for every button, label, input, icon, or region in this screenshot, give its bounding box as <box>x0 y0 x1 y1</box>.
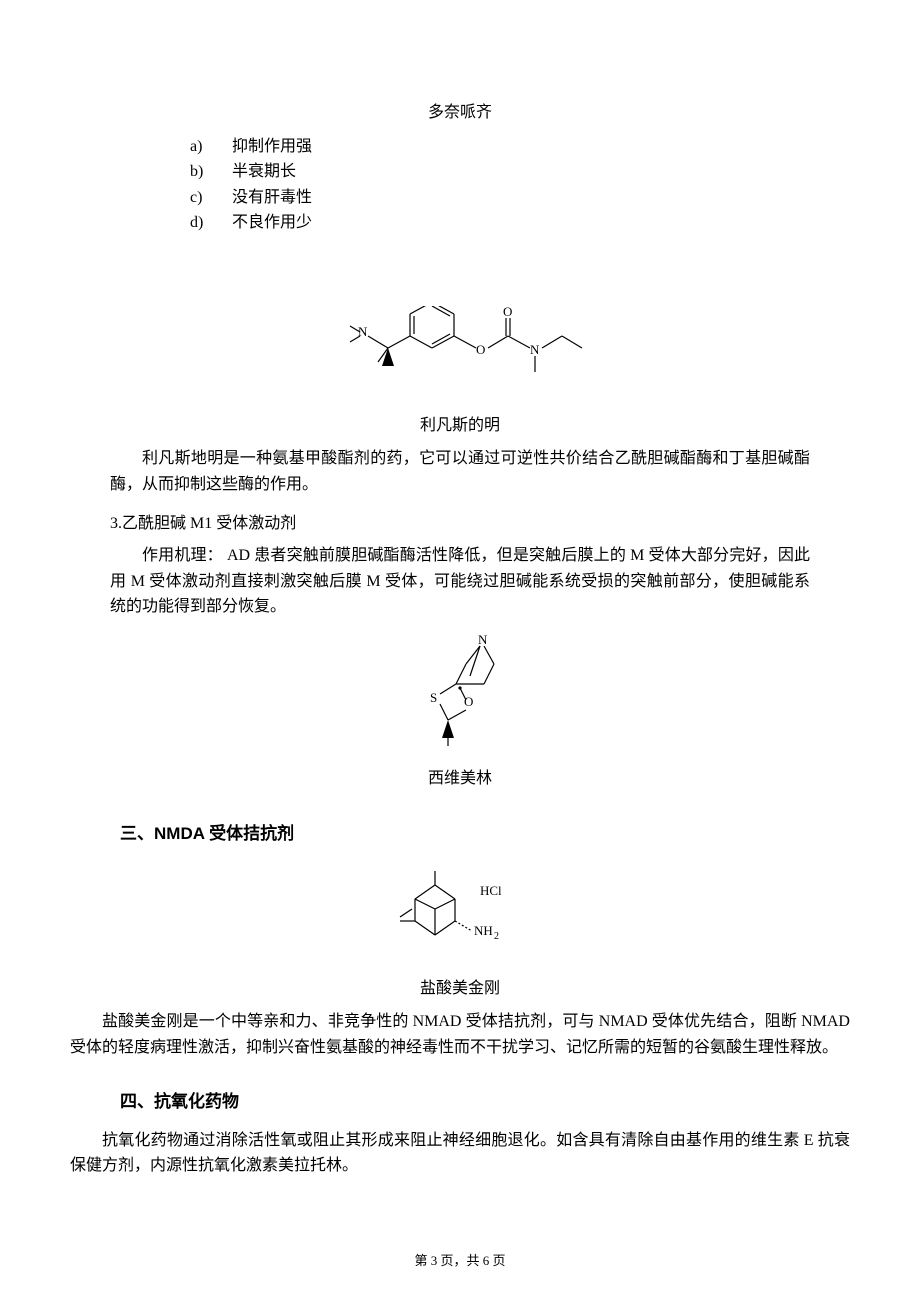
svg-text:S: S <box>430 690 437 705</box>
drug2-structure: N O <box>110 306 810 405</box>
section3-subhead: 3.乙酰胆碱 M1 受体激动剂 <box>110 511 810 537</box>
list-label: d) <box>190 210 214 236</box>
nmda-paragraph: 盐酸美金刚是一个中等亲和力、非竞争性的 NMAD 受体拮抗剂，可与 NMAD 受… <box>70 1009 850 1060</box>
nmda-section-head: 三、NMDA 受体拮抗剂 <box>120 820 810 847</box>
list-item: a) 抑制作用强 <box>190 134 810 160</box>
drug1-list: a) 抑制作用强 b) 半衰期长 c) 没有肝毒性 d) 不良作用少 <box>190 134 810 236</box>
page-footer: 第 3 页，共 6 页 <box>0 1251 920 1272</box>
svg-text:O: O <box>476 342 485 357</box>
memantine-structure-icon: NH 2 HCl <box>380 859 540 959</box>
list-text: 半衰期长 <box>232 159 296 185</box>
list-text: 没有肝毒性 <box>232 185 312 211</box>
svg-text:O: O <box>464 694 473 709</box>
list-label: a) <box>190 134 214 160</box>
list-text: 不良作用少 <box>232 210 312 236</box>
svg-text:2: 2 <box>494 931 499 942</box>
section3-caption: 西维美林 <box>110 766 810 792</box>
svg-text:N: N <box>478 632 488 647</box>
svg-text:NH: NH <box>474 923 493 938</box>
list-item: d) 不良作用少 <box>190 210 810 236</box>
svg-text:N: N <box>530 342 540 357</box>
list-text: 抑制作用强 <box>232 134 312 160</box>
list-label: b) <box>190 159 214 185</box>
rivastigmine-structure-icon: N O <box>310 306 610 396</box>
section3-structure: N S O <box>110 630 810 759</box>
svg-text:HCl: HCl <box>480 883 502 898</box>
nmda-structure: NH 2 HCl <box>110 859 810 968</box>
antiox-paragraph: 抗氧化药物通过消除活性氧或阻止其形成来阻止神经细胞退化。如含具有清除自由基作用的… <box>70 1128 850 1179</box>
document-page: 多奈哌齐 a) 抑制作用强 b) 半衰期长 c) 没有肝毒性 d) 不良作用少 … <box>0 0 920 1302</box>
drug2-paragraph: 利凡斯地明是一种氨基甲酸酯剂的药，它可以通过可逆性共价结合乙酰胆碱酯酶和丁基胆碱… <box>110 446 810 497</box>
nmda-caption: 盐酸美金刚 <box>110 976 810 1002</box>
list-item: b) 半衰期长 <box>190 159 810 185</box>
list-label: c) <box>190 185 214 211</box>
drug2-caption: 利凡斯的明 <box>110 413 810 439</box>
svg-text:O: O <box>503 306 512 319</box>
drug1-title: 多奈哌齐 <box>110 100 810 126</box>
cevimeline-structure-icon: N S O <box>400 630 520 750</box>
list-item: c) 没有肝毒性 <box>190 185 810 211</box>
section3-paragraph: 作用机理： AD 患者突触前膜胆碱酯酶活性降低，但是突触后膜上的 M 受体大部分… <box>110 543 810 620</box>
antiox-section-head: 四、抗氧化药物 <box>120 1088 810 1115</box>
